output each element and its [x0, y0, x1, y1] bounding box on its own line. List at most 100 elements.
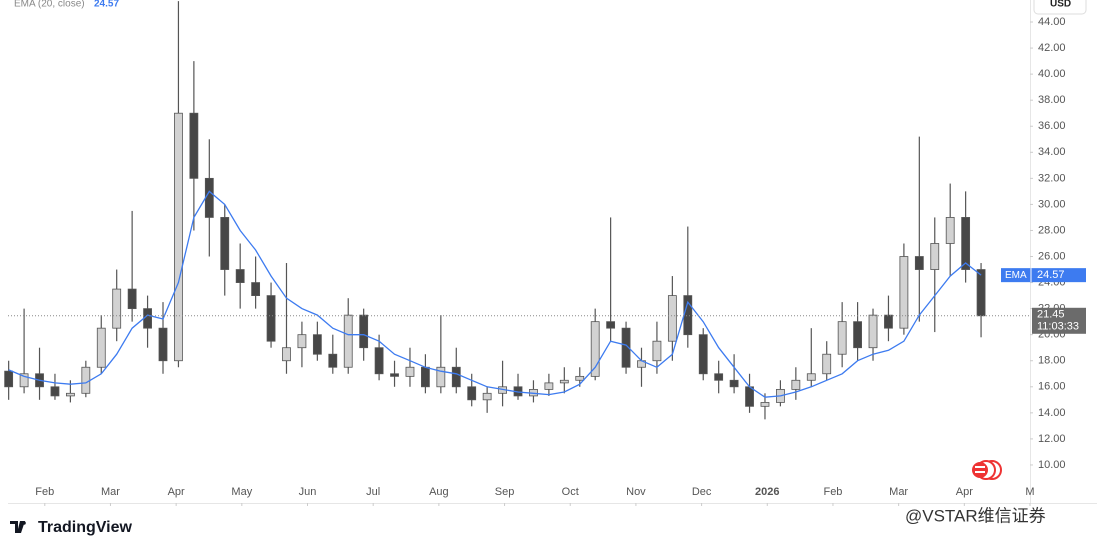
- candle-body: [312, 334, 322, 355]
- candle-body: [961, 217, 971, 270]
- candle-body: [143, 308, 152, 329]
- currency: USD: [1050, 0, 1071, 10]
- candle-body: [158, 327, 168, 362]
- candle-body: [884, 314, 893, 329]
- ema-box-value: 24.57: [1037, 269, 1065, 281]
- candle-body: [359, 314, 369, 349]
- candle-body: [698, 334, 708, 375]
- candle-body: [421, 366, 430, 388]
- ema-box: [1001, 268, 1086, 283]
- candle-body: [220, 217, 230, 270]
- x-tick-label: Oct: [562, 486, 579, 498]
- indicator-value: 24.57: [94, 0, 119, 10]
- candle-body: [822, 353, 832, 375]
- candle-body: [405, 366, 415, 377]
- candle-body: [204, 177, 214, 218]
- candle-body: [914, 256, 924, 270]
- candle-body: [390, 373, 399, 377]
- candle-body: [868, 314, 878, 349]
- y-tick-label: 12.00: [1038, 433, 1066, 445]
- ema-line: [8, 190, 982, 398]
- x-tick-label: May: [231, 486, 252, 498]
- candle-body: [19, 373, 29, 388]
- x-tick-label: Feb: [823, 486, 842, 498]
- candle-body: [266, 295, 276, 342]
- last-price-box: [1032, 307, 1086, 334]
- x-tick-label: Apr: [956, 486, 973, 498]
- x-tick-label: M: [1025, 486, 1034, 498]
- candle-body: [189, 112, 199, 179]
- y-tick-label: 42.00: [1038, 42, 1066, 54]
- x-tick-label: Nov: [626, 486, 646, 498]
- candle-body: [899, 256, 909, 329]
- candle-body: [745, 386, 754, 407]
- candle-body: [467, 386, 477, 401]
- x-tick-label: Aug: [429, 486, 449, 498]
- candle-body: [714, 373, 724, 381]
- x-tick-label: 2026: [755, 486, 779, 498]
- x-tick-label: Jul: [366, 486, 380, 498]
- y-tick-label: 10.00: [1038, 459, 1066, 471]
- x-tick-label: Apr: [168, 486, 185, 498]
- candle-body: [235, 269, 245, 283]
- candle-body: [590, 321, 600, 377]
- candle-body: [174, 112, 183, 362]
- candle-body: [251, 282, 261, 296]
- x-tick-label: Jun: [299, 486, 317, 498]
- x-tick-label: Dec: [692, 486, 712, 498]
- candle-body: [282, 347, 291, 362]
- flag-icon: [972, 460, 1002, 480]
- candle-body: [791, 379, 801, 390]
- candle-body: [436, 366, 446, 388]
- candle-body: [837, 321, 847, 355]
- candle-body: [930, 243, 940, 270]
- plot: [4, 1, 986, 420]
- candle-body: [667, 295, 677, 342]
- candle-body: [760, 402, 770, 407]
- candle-body: [945, 217, 955, 244]
- y-tick-label: 26.00: [1038, 250, 1066, 262]
- y-tick-label: 40.00: [1038, 68, 1066, 80]
- candle-body: [374, 347, 384, 375]
- brand-logo: [10, 521, 26, 533]
- countdown: 11:03:33: [1037, 321, 1079, 333]
- candle-body: [4, 370, 14, 388]
- brand: TradingView: [38, 519, 133, 536]
- candle-body: [96, 327, 106, 368]
- candle-body: [976, 269, 986, 317]
- x-tick-label: Mar: [101, 486, 120, 498]
- currency-box: [1033, 0, 1087, 15]
- candle-body: [652, 340, 662, 362]
- candle-body: [853, 321, 862, 349]
- candle-body: [451, 366, 461, 388]
- candle-body: [50, 386, 60, 397]
- candle-body: [559, 379, 569, 384]
- candle-body: [65, 392, 75, 397]
- candle-body: [482, 392, 492, 401]
- x-tick-label: Sep: [495, 486, 515, 498]
- last-price: 21.45: [1037, 309, 1065, 321]
- y-tick-label: 14.00: [1038, 407, 1066, 419]
- candle-body: [343, 314, 353, 368]
- candle-body: [127, 288, 137, 310]
- candle-body: [544, 382, 554, 390]
- y-tick-label: 30.00: [1038, 198, 1066, 210]
- y-tick-label: 36.00: [1038, 120, 1066, 132]
- x-tick-label: Mar: [889, 486, 908, 498]
- candle-body: [729, 379, 739, 388]
- y-tick-label: 18.00: [1038, 355, 1066, 367]
- candle-body: [328, 353, 338, 368]
- candle-body: [112, 288, 122, 329]
- y-tick-label: 44.00: [1038, 16, 1066, 28]
- watermark: @VSTAR维信证券: [905, 506, 1046, 525]
- candle-body: [621, 327, 631, 368]
- y-tick-label: 32.00: [1038, 172, 1066, 184]
- y-tick-label: 28.00: [1038, 224, 1066, 236]
- candle-body: [606, 321, 616, 329]
- indicator-label: EMA (20, close): [14, 0, 85, 10]
- y-tick-label: 34.00: [1038, 146, 1066, 158]
- x-tick-label: Feb: [35, 486, 54, 498]
- candle-body: [806, 373, 816, 381]
